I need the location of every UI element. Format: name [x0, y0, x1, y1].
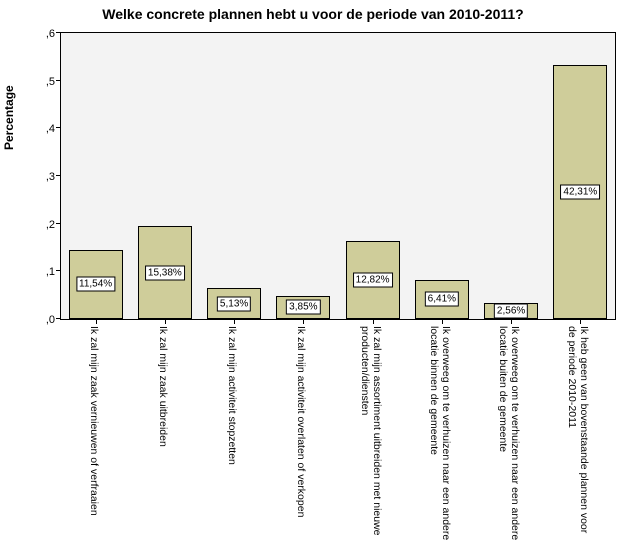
x-tick-label: Ik heb geen van bovenstaande plannen voo… — [566, 326, 590, 533]
bar-value-label: 12,82% — [353, 273, 393, 288]
bar-value-label: 6,41% — [425, 292, 459, 307]
y-tick-label: ,1 — [46, 266, 61, 278]
x-tick-label: Ik overweeg om te verhuizen naar een and… — [497, 326, 521, 540]
y-tick-label: ,4 — [46, 123, 61, 135]
plot-area: 11,54% 15,38% 5,13% 3,85% 12,82% 6,41% 2,56% 42… — [60, 32, 616, 320]
bar-value-label: 11,54% — [76, 277, 115, 292]
y-tick-mark — [56, 32, 61, 33]
x-tick-mark — [303, 319, 304, 324]
x-tick-mark — [96, 319, 97, 324]
bar: 5,13% — [207, 288, 261, 319]
y-tick-label: ,6 — [46, 28, 61, 40]
y-tick-label: ,5 — [46, 76, 61, 88]
bar: 6,41% — [415, 280, 469, 319]
x-tick-mark — [234, 319, 235, 324]
y-tick-mark — [56, 80, 61, 81]
y-tick-mark — [56, 270, 61, 271]
bar-value-label: 42,31% — [560, 185, 600, 200]
x-axis-labels: Ik zal mijn zaak vernieuwen of verfraaie… — [60, 326, 616, 536]
x-tick-mark — [442, 319, 443, 324]
bar-value-label: 3,85% — [286, 300, 320, 315]
bar: 3,85% — [276, 296, 330, 319]
bar: 11,54% — [69, 250, 123, 319]
x-tick-mark — [511, 319, 512, 324]
y-tick-mark — [56, 175, 61, 176]
x-tick-mark — [165, 319, 166, 324]
x-tick-label: Ik zal mijn activiteit stopzetten — [226, 326, 238, 465]
x-tick-label: Ik zal mijn zaak vernieuwen of verfraaie… — [88, 326, 100, 516]
bar: 15,38% — [138, 226, 192, 319]
x-tick-label: Ik overweeg om te verhuizen naar een and… — [428, 326, 452, 540]
chart-title: Welke concrete plannen hebt u voor de pe… — [0, 6, 626, 22]
bar: 42,31% — [553, 65, 607, 319]
x-tick-label: Ik zal mijn zaak uitbreiden — [157, 326, 169, 447]
x-tick-label: Ik zal mijn assortiment uitbreiden met n… — [359, 326, 383, 536]
y-tick-mark — [56, 223, 61, 224]
bar-value-label: 5,13% — [217, 296, 251, 311]
bar-value-label: 15,38% — [145, 265, 185, 280]
y-tick-label: ,2 — [46, 219, 61, 231]
y-axis-label: Percentage — [2, 85, 16, 150]
x-tick-mark — [580, 319, 581, 324]
bar-value-label: 2,56% — [494, 304, 528, 319]
y-tick-mark — [56, 318, 61, 319]
x-tick-label: Ik zal mijn activiteit overlaten of verk… — [295, 326, 307, 517]
y-tick-mark — [56, 127, 61, 128]
y-tick-label: ,3 — [46, 171, 61, 183]
x-tick-mark — [373, 319, 374, 324]
bar-chart: Welke concrete plannen hebt u voor de pe… — [0, 0, 626, 541]
bar: 12,82% — [346, 241, 400, 319]
bars-container: 11,54% 15,38% 5,13% 3,85% 12,82% 6,41% 2,56% 42… — [61, 33, 615, 319]
y-tick-label: ,0 — [46, 314, 61, 326]
bar: 2,56% — [484, 303, 538, 319]
